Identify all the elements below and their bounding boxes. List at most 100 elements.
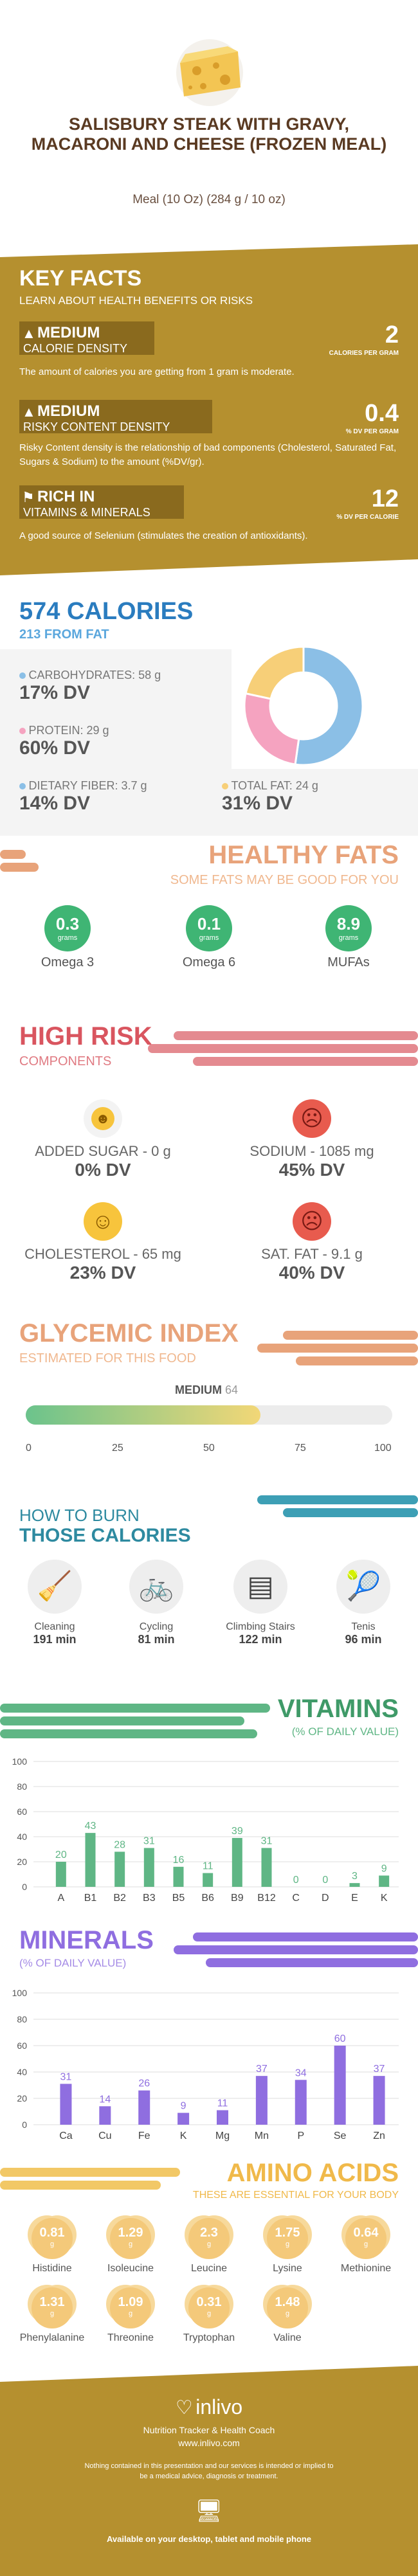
donut-slice-fat bbox=[244, 645, 305, 700]
risk-label: ADDED SUGAR - 0 g bbox=[35, 1143, 171, 1159]
y-tick-label: 40 bbox=[17, 2067, 27, 2077]
amino-badge: 0.64 g bbox=[345, 2218, 386, 2259]
burn-stairs: ▤ Climbing Stairs 122 min bbox=[215, 1560, 305, 1646]
minerals-title: MINERALS bbox=[19, 1926, 154, 1954]
x-tick-label: P bbox=[297, 2130, 304, 2141]
amino-methionine: 0.64 g Methionine bbox=[327, 2218, 405, 2274]
x-tick-label: B12 bbox=[257, 1893, 276, 1904]
burn-label: Cleaning bbox=[34, 1621, 75, 1632]
calories-section: 574 CALORIES 213 FROM FAT CARBOHYDRATES:… bbox=[0, 591, 418, 836]
burn-cycling: 🚲 Cycling 81 min bbox=[114, 1560, 198, 1646]
glycemic-level: MEDIUM bbox=[175, 1383, 222, 1396]
x-tick-label: B9 bbox=[231, 1893, 244, 1904]
calories-from-fat: 213 FROM FAT bbox=[19, 627, 109, 642]
macro-carbs: CARBOHYDRATES: 58 g 17% DV bbox=[19, 669, 161, 704]
amino-value: 1.48 bbox=[275, 2295, 300, 2309]
bar-Fe bbox=[138, 2090, 150, 2125]
x-tick-label: B6 bbox=[201, 1893, 214, 1904]
bar-Zn bbox=[373, 2076, 385, 2125]
x-tick-label: E bbox=[351, 1893, 358, 1904]
amino-leucine: 2.3 g Leucine bbox=[170, 2218, 248, 2274]
amino-value: 2.3 bbox=[200, 2226, 218, 2240]
bar-value-label: 3 bbox=[352, 1871, 358, 1882]
fat-value: 0.3 bbox=[55, 914, 80, 933]
macro-dv: 14% DV bbox=[19, 793, 91, 814]
key-facts-section: KEY FACTS LEARN ABOUT HEALTH BENEFITS OR… bbox=[0, 238, 418, 575]
fat-value: 0.1 bbox=[197, 914, 221, 933]
glycemic-value: 64 bbox=[225, 1383, 239, 1396]
y-tick-label: 0 bbox=[22, 1882, 27, 1892]
healthy-fats-section: HEALTHY FATS SOME FATS MAY BE GOOD FOR Y… bbox=[0, 836, 418, 1003]
fact-calorie-density: ▲ MEDIUM CALORIE DENSITY 2 CALORIES PER … bbox=[0, 321, 418, 395]
amino-value: 0.64 bbox=[353, 2226, 379, 2240]
decor-bar bbox=[0, 2181, 161, 2190]
risk-cholesterol: ☺ CHOLESTEROL - 65 mg 23% DV bbox=[13, 1202, 193, 1283]
burn-time: 191 min bbox=[33, 1633, 77, 1646]
amino-label: Tryptophan bbox=[183, 2332, 235, 2343]
healthy-fats-title: HEALTHY FATS bbox=[208, 841, 399, 869]
high-risk-section: HIGH RISK COMPONENTS ☻ ADDED SUGAR - 0 g… bbox=[0, 1016, 418, 1299]
burn-tennis: 🎾 Tenis 96 min bbox=[322, 1560, 405, 1646]
risk-sodium: ☹ SODIUM - 1085 mg 45% DV bbox=[222, 1099, 402, 1180]
amino-phenylalanine: 1.31 g Phenylalanine bbox=[13, 2287, 91, 2344]
fact-desc: The amount of calories you are getting f… bbox=[19, 366, 295, 377]
x-tick-label: B2 bbox=[113, 1893, 126, 1904]
decor-bar bbox=[193, 1932, 418, 1941]
bar-B9 bbox=[232, 1837, 242, 1887]
fat-omega3: 0.3 grams Omega 3 bbox=[29, 905, 106, 970]
bar-value-label: 11 bbox=[203, 1861, 214, 1872]
amino-value: 1.29 bbox=[118, 2226, 143, 2240]
bullet-icon bbox=[19, 672, 26, 679]
amino-label: Isoleucine bbox=[107, 2263, 154, 2274]
y-tick-label: 20 bbox=[17, 2093, 27, 2103]
burn-time: 96 min bbox=[345, 1633, 382, 1646]
bar-value-label: 9 bbox=[381, 1863, 387, 1874]
risk-dv: 23% DV bbox=[69, 1263, 136, 1283]
glycemic-tick: 100 bbox=[374, 1443, 392, 1454]
x-tick-label: B3 bbox=[143, 1893, 156, 1904]
amino-unit: g bbox=[128, 2310, 133, 2318]
vitamins-subtitle: (% OF DAILY VALUE) bbox=[291, 1725, 399, 1738]
bar-Se bbox=[334, 2046, 346, 2125]
fat-unit: grams bbox=[57, 934, 78, 942]
brand-logo: ♡ inlivo bbox=[0, 2395, 418, 2419]
decor-bar bbox=[257, 1495, 418, 1504]
footer: ♡ inlivo Nutrition Tracker & Health Coac… bbox=[0, 2366, 418, 2576]
glycemic-tick: 50 bbox=[203, 1443, 215, 1454]
bar-value-label: 34 bbox=[295, 2067, 307, 2078]
fat-omega6: 0.1 grams Omega 6 bbox=[170, 905, 248, 970]
fact-value: 2 bbox=[385, 321, 399, 348]
bar-E bbox=[349, 1883, 360, 1887]
fat-label: Omega 6 bbox=[182, 955, 236, 969]
amino-label: Threonine bbox=[107, 2332, 154, 2343]
x-tick-label: Mg bbox=[215, 2130, 230, 2141]
decor-bar bbox=[0, 1704, 270, 1713]
x-tick-label: Cu bbox=[98, 2130, 111, 2141]
smile-face-icon: ☺ bbox=[84, 1202, 122, 1241]
burn-label: Tenis bbox=[351, 1621, 376, 1632]
amino-unit: g bbox=[50, 2240, 55, 2248]
minerals-chart: 0 20 40 60 80 100 31 Ca 14 Cu 26 Fe 9 K 11 Mg 37 Mn 34 P 60 S… bbox=[12, 1988, 399, 2141]
bar-B2 bbox=[114, 1851, 125, 1887]
fat-badge: 8.9 grams bbox=[325, 905, 372, 951]
glycemic-tick: 0 bbox=[26, 1443, 32, 1454]
glycemic-readout: MEDIUM 64 bbox=[175, 1383, 238, 1397]
amino-unit: g bbox=[128, 2240, 133, 2248]
decor-bar bbox=[257, 1344, 418, 1353]
amino-badge: 1.29 g bbox=[110, 2218, 151, 2259]
amino-unit: g bbox=[206, 2240, 212, 2248]
risk-label: SODIUM - 1085 mg bbox=[250, 1143, 374, 1159]
bar-value-label: 0 bbox=[322, 1875, 328, 1886]
bar-B5 bbox=[173, 1866, 184, 1887]
heart-icon: ♡ bbox=[175, 2397, 193, 2418]
fact-desc: Risky Content density is the relationshi… bbox=[19, 442, 397, 467]
macro-fat: TOTAL FAT: 24 g 31% DV bbox=[222, 779, 318, 815]
amino-badge: 1.75 g bbox=[267, 2218, 308, 2259]
burn-cleaning: 🧹 Cleaning 191 min bbox=[13, 1560, 96, 1646]
brand-url[interactable]: www.inlivo.com bbox=[178, 2438, 240, 2448]
amino-unit: g bbox=[206, 2310, 212, 2318]
decor-bar bbox=[0, 850, 26, 859]
amino-badge: 0.31 g bbox=[188, 2287, 230, 2328]
sad-face-icon: ☹ bbox=[293, 1202, 331, 1241]
brand-name: inlivo bbox=[195, 2395, 243, 2418]
